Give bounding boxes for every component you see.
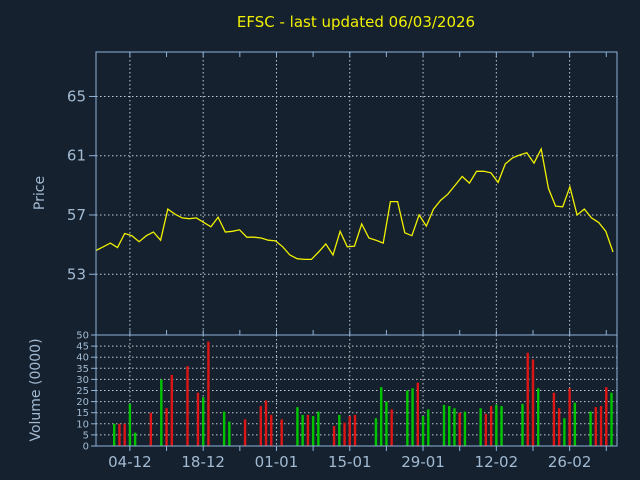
volume-bar xyxy=(270,414,273,446)
volume-bar xyxy=(484,413,488,446)
date-tick-label: 18-12 xyxy=(181,453,225,471)
volume-bar xyxy=(421,416,425,446)
volume-bar xyxy=(186,366,189,446)
volume-bar xyxy=(427,409,430,446)
price-tick-label: 53 xyxy=(67,265,86,283)
volume-tick-label: 0 xyxy=(83,442,89,453)
volume-bar xyxy=(374,418,378,446)
volume-bar xyxy=(411,388,414,446)
date-tick-label: 12-02 xyxy=(475,453,519,471)
volume-tick-label: 35 xyxy=(76,364,89,375)
volume-bar xyxy=(170,374,173,446)
volume-bar xyxy=(207,341,210,446)
volume-bar xyxy=(552,392,556,446)
volume-bar xyxy=(348,416,351,446)
volume-bar xyxy=(201,397,205,446)
volume-bar xyxy=(118,423,121,446)
price-tick-label: 65 xyxy=(67,87,86,105)
volume-bar xyxy=(489,406,493,446)
volume-tick-label: 20 xyxy=(76,397,89,408)
volume-bar xyxy=(406,390,409,446)
volume-bar xyxy=(222,411,226,446)
volume-bar xyxy=(379,387,383,446)
volume-bar xyxy=(537,388,540,446)
price-line xyxy=(95,146,614,261)
volume-bar xyxy=(448,406,451,446)
volume-bar xyxy=(521,403,524,446)
price-axis-title: Price xyxy=(32,176,48,210)
date-tick-label: 01-01 xyxy=(255,453,299,471)
volume-bar xyxy=(531,359,535,446)
volume-bar xyxy=(338,414,341,446)
volume-tick-label: 30 xyxy=(76,375,89,386)
volume-bar xyxy=(311,416,315,446)
volume-bar xyxy=(390,409,393,446)
volume-bar xyxy=(353,414,357,446)
volume-bar xyxy=(563,418,566,446)
volume-bar xyxy=(589,411,592,446)
volume-tick-label: 25 xyxy=(76,386,89,397)
volume-bar xyxy=(306,414,310,446)
volume-bar xyxy=(442,404,446,446)
axis-tick-marks xyxy=(89,52,607,451)
volume-bar xyxy=(458,412,461,446)
volume-bar xyxy=(160,379,163,446)
volume-bar xyxy=(610,392,613,446)
volume-bar xyxy=(133,432,137,446)
chart-title: EFSC - last updated 06/03/2026 xyxy=(237,13,475,31)
volume-bar xyxy=(416,382,420,446)
volume-bar xyxy=(113,423,116,446)
volume-bar xyxy=(123,423,126,446)
volume-bar xyxy=(243,419,247,446)
volume-bar xyxy=(526,352,529,446)
volume-bar xyxy=(228,421,231,446)
volume-tick-label: 10 xyxy=(76,419,89,430)
volume-bar xyxy=(149,412,153,446)
volume-axis-title: Volume (0000) xyxy=(28,338,44,441)
date-tick-label: 26-02 xyxy=(548,453,592,471)
volume-tick-label: 50 xyxy=(76,331,89,342)
price-tick-label: 61 xyxy=(67,147,86,165)
volume-bar xyxy=(599,406,603,446)
volume-bar xyxy=(453,408,456,446)
volume-bar xyxy=(500,406,503,446)
volume-bar xyxy=(128,403,132,446)
volume-bar xyxy=(573,402,577,446)
volume-bar xyxy=(605,387,608,446)
volume-bar xyxy=(259,406,262,446)
volume-bar xyxy=(479,408,482,446)
price-tick-label: 57 xyxy=(67,206,86,224)
volume-bar xyxy=(332,426,336,446)
volume-bar xyxy=(280,419,283,446)
date-tick-label: 15-01 xyxy=(328,453,372,471)
volume-bar xyxy=(196,392,200,446)
volume-bar xyxy=(385,401,388,446)
volume-bar xyxy=(165,408,168,446)
volume-tick-label: 15 xyxy=(76,408,89,419)
volume-tick-label: 40 xyxy=(76,353,89,364)
volume-bar xyxy=(264,400,268,446)
price-tick-labels: 65 61 57 53 xyxy=(67,87,86,283)
volume-bar xyxy=(495,404,498,446)
volume-bar xyxy=(568,388,571,446)
date-tick-label: 29-01 xyxy=(401,453,445,471)
volume-bar xyxy=(557,408,561,446)
date-tick-label: 04-12 xyxy=(108,453,152,471)
volume-bar xyxy=(317,411,320,446)
date-tick-labels: 04-12 18-12 01-01 15-01 29-01 12-02 26-02 xyxy=(108,453,591,471)
volume-tick-label: 5 xyxy=(83,430,89,441)
volume-bar xyxy=(296,407,299,446)
volume-tick-label: 45 xyxy=(76,342,89,353)
volume-bar xyxy=(594,407,597,446)
volume-bar xyxy=(343,422,346,446)
volume-bar xyxy=(301,414,304,446)
volume-bar xyxy=(463,411,467,446)
volume-bars xyxy=(113,341,613,446)
